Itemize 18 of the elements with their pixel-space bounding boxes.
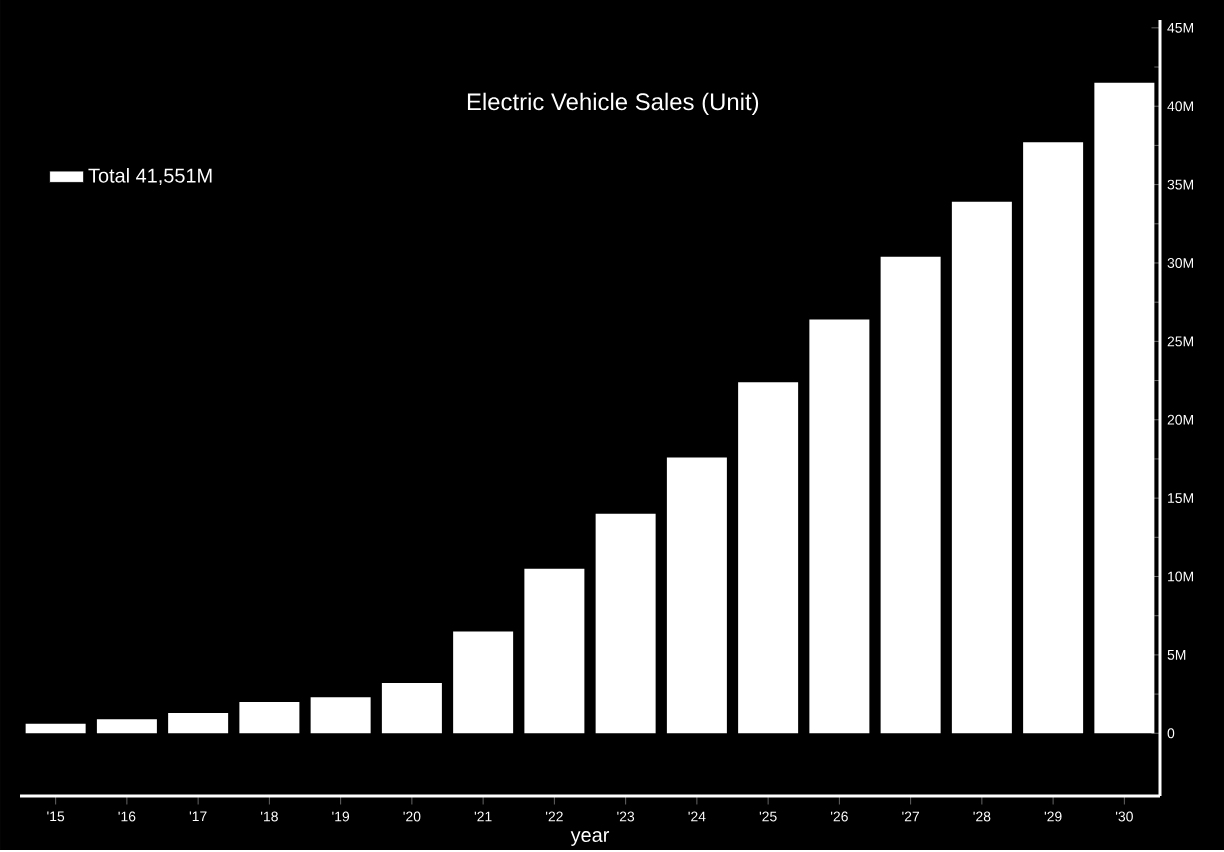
bar [310, 696, 371, 733]
bar [666, 457, 727, 733]
bar [595, 513, 656, 733]
bar [381, 682, 442, 733]
bar [951, 201, 1012, 733]
legend-label: Total 41,551M [88, 167, 212, 185]
bar [96, 718, 157, 733]
bar [25, 723, 86, 733]
bar [453, 631, 514, 733]
bar [524, 568, 585, 733]
text: Electric Vehicle Sales (Unit) [467, 92, 759, 115]
bar [1023, 142, 1084, 733]
bar [168, 712, 229, 733]
bar [738, 381, 799, 733]
x-axis-title: year [570, 830, 610, 846]
bar [880, 256, 941, 733]
bar [239, 701, 300, 733]
bar [809, 319, 870, 733]
